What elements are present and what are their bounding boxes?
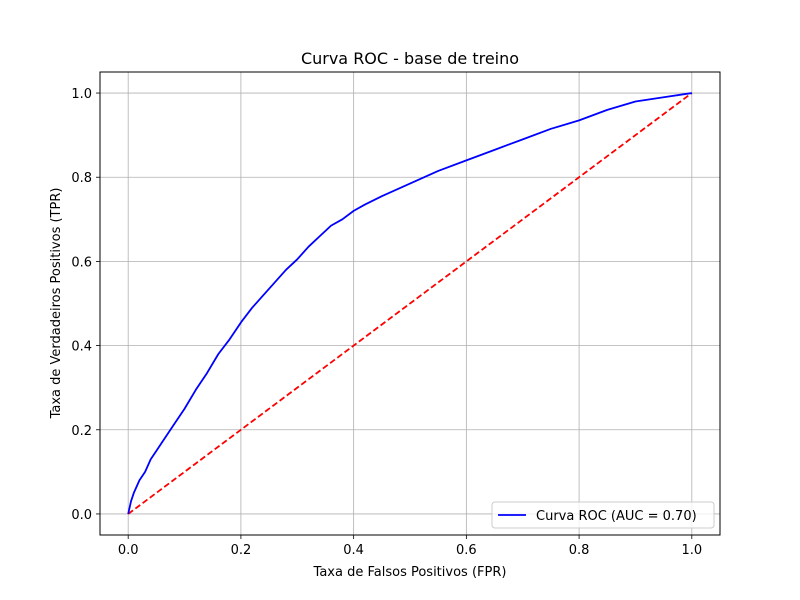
random-baseline-line	[127, 92, 693, 515]
x-tick-label: 0.8	[569, 543, 590, 558]
x-axis-label: Taxa de Falsos Positivos (FPR)	[313, 565, 507, 580]
x-tick-label: 1.0	[681, 543, 702, 558]
x-tick-label: 0.0	[118, 543, 139, 558]
legend-label-roc: Curva ROC (AUC = 0.70)	[536, 509, 697, 524]
plot-frame	[99, 71, 721, 536]
y-axis-label: Taxa de Verdadeiros Positivos (TPR)	[49, 188, 64, 420]
plot-lines	[127, 92, 693, 515]
y-tick-label: 1.0	[71, 87, 92, 102]
roc-curve-line	[127, 92, 692, 515]
legend: Curva ROC (AUC = 0.70)	[491, 501, 715, 529]
x-tick-label: 0.6	[456, 543, 477, 558]
x-tick-label: 0.4	[343, 543, 364, 558]
y-tick-label: 0.0	[71, 508, 92, 523]
chart-title: Curva ROC - base de treino	[301, 49, 519, 68]
ticks: 0.0 0.2 0.4 0.6 0.8 1.0 0.0 0.2 0.4 0.6 0.8 1.0	[71, 87, 702, 558]
y-tick-label: 0.8	[71, 171, 92, 186]
x-tick-label: 0.2	[231, 543, 252, 558]
y-tick-label: 0.2	[71, 424, 92, 439]
grid	[100, 72, 720, 535]
legend-box	[491, 501, 715, 529]
y-tick-label: 0.4	[71, 340, 92, 355]
y-tick-label: 0.6	[71, 255, 92, 270]
